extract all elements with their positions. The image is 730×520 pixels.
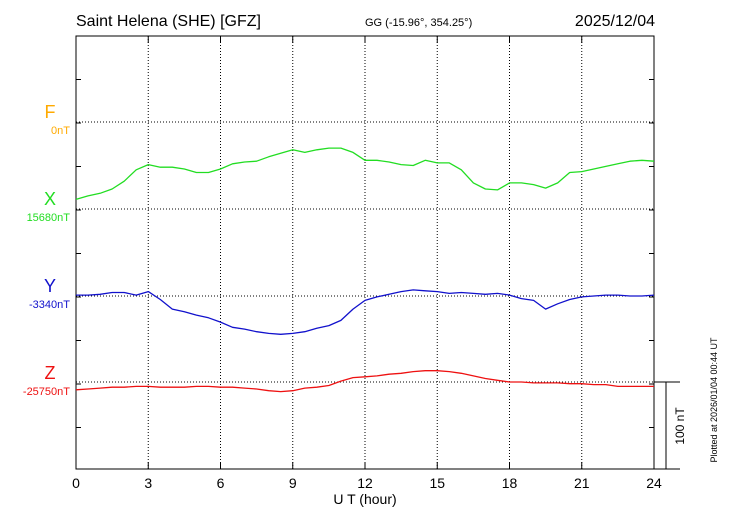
series-name-X: X	[44, 189, 56, 209]
coordinates-label: GG (-15.96°, 354.25°)	[365, 17, 472, 29]
x-tick-labels: 0 3 6 9 12 15 18 21 24	[72, 475, 662, 491]
x-tick-label: 15	[429, 475, 445, 491]
series-line-Z	[75, 370, 654, 393]
series-line-X	[75, 147, 655, 201]
axis-ticks	[75, 36, 655, 469]
series-baseline-F: 0nT	[51, 125, 70, 137]
series-baseline-X: 15680nT	[27, 212, 71, 224]
station-title: Saint Helena (SHE) [GFZ]	[76, 13, 261, 30]
series-line-Y	[76, 289, 655, 335]
x-tick-label: 21	[574, 475, 590, 491]
grid	[76, 36, 654, 469]
series-baseline-Z: -25750nT	[23, 386, 70, 398]
x-axis-label: U T (hour)	[333, 491, 396, 507]
x-tick-label: 0	[72, 475, 80, 491]
plotted-timestamp: Plotted at 2026/01/04 00:44 UT	[709, 337, 719, 463]
x-tick-label: 6	[217, 475, 225, 491]
series-lines	[75, 147, 655, 393]
scale-bar-label: 100 nT	[673, 407, 687, 445]
series-baseline-Y: -3340nT	[29, 299, 70, 311]
x-tick-label: 12	[357, 475, 373, 491]
series-labels: F 0nT X 15680nT Y -3340nT Z -25750nT	[23, 102, 70, 398]
series-name-F: F	[45, 102, 56, 122]
x-tick-label: 24	[646, 475, 662, 491]
date-label: 2025/12/04	[575, 13, 655, 30]
series-name-Z: Z	[45, 363, 56, 383]
x-tick-label: 3	[144, 475, 152, 491]
series-name-Y: Y	[44, 276, 56, 296]
x-tick-label: 9	[289, 475, 297, 491]
scale-bar	[654, 381, 680, 470]
x-tick-label: 18	[502, 475, 518, 491]
